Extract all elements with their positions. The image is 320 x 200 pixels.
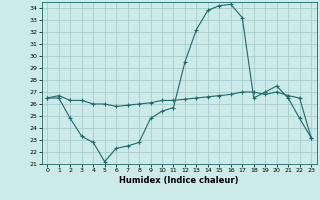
X-axis label: Humidex (Indice chaleur): Humidex (Indice chaleur) — [119, 176, 239, 185]
